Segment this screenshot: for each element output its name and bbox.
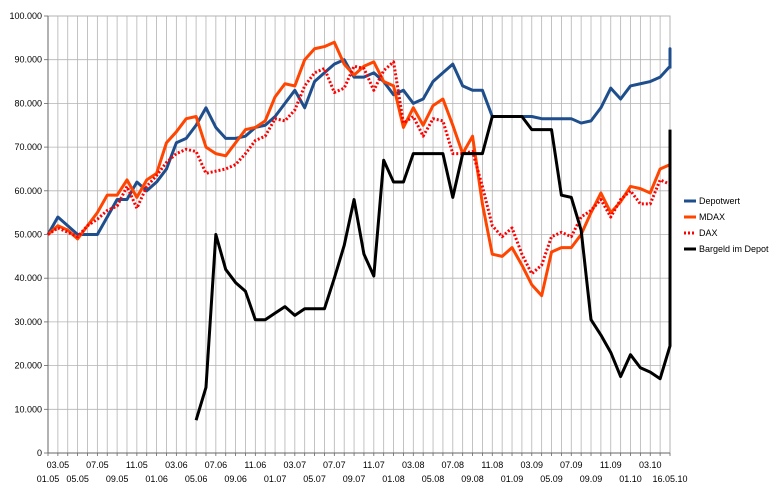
- x-tick-label: 11.09: [600, 460, 622, 470]
- x-tick-label: 07.06: [205, 460, 228, 470]
- y-tick-label: 50.000: [14, 230, 42, 240]
- x-tick-label: 16.05.10: [652, 474, 687, 484]
- series-line-mdax: [47, 40, 672, 298]
- x-tick-label: 07.09: [560, 460, 583, 470]
- x-tick-label: 03.08: [402, 460, 425, 470]
- y-tick-label: 40.000: [14, 273, 42, 283]
- x-tick-label: 11.07: [363, 460, 385, 470]
- y-tick-label: 30.000: [14, 317, 42, 327]
- x-tick-label: 01.07: [264, 474, 287, 484]
- y-tick-label: 100.000: [9, 11, 42, 21]
- legend-label: Bargeld im Depot: [699, 244, 769, 254]
- x-tick-label: 05.05: [66, 474, 89, 484]
- y-tick-label: 70.000: [14, 142, 42, 152]
- series-line-bargeld-im-depot: [194, 115, 672, 421]
- legend-label: DAX: [699, 228, 718, 238]
- x-tick-label: 09.06: [224, 474, 247, 484]
- x-tick-label: 11.05: [126, 460, 148, 470]
- series-line-depotwert: [46, 47, 672, 236]
- y-tick-label: 90.000: [14, 55, 42, 65]
- x-tick-label: 05.07: [303, 474, 326, 484]
- x-tick-label: 11.08: [481, 460, 503, 470]
- x-tick-label: 07.08: [442, 460, 465, 470]
- legend-label: Depotwert: [699, 196, 741, 206]
- x-tick-label: 05.08: [422, 474, 445, 484]
- series-group: [46, 40, 672, 421]
- x-tick-label: 09.05: [106, 474, 129, 484]
- x-tick-label: 11.06: [244, 460, 266, 470]
- x-tick-label: 03.05: [47, 460, 70, 470]
- x-tick-label: 03.07: [284, 460, 307, 470]
- x-tick-label: 03.10: [639, 460, 662, 470]
- x-tick-label: 07.07: [323, 460, 346, 470]
- y-tick-label: 10.000: [14, 404, 42, 414]
- y-tick-label: 60.000: [14, 186, 42, 196]
- x-tick-label: 05.06: [185, 474, 208, 484]
- axes: 0 10.000 20.000 30.000 40.000 50.000 60.000 70.…: [9, 11, 687, 484]
- x-tick-label: 09.08: [461, 474, 484, 484]
- x-tick-label: 03.06: [165, 460, 188, 470]
- x-tick-label: 05.09: [540, 474, 563, 484]
- x-tick-label: 03.09: [521, 460, 544, 470]
- x-tick-label: 09.07: [343, 474, 366, 484]
- y-tick-label: 0: [37, 448, 42, 458]
- grid: [47, 15, 671, 454]
- y-tick-label: 80.000: [14, 98, 42, 108]
- legend: Depotwert MDAX DAX Bargeld im Depot: [684, 196, 769, 254]
- x-tick-label: 01.08: [382, 474, 405, 484]
- y-tick-label: 20.000: [14, 361, 42, 371]
- legend-label: MDAX: [699, 212, 725, 222]
- series-line-dax: [47, 60, 672, 276]
- x-tick-label: 01.05: [37, 474, 60, 484]
- x-tick-label: 01.06: [145, 474, 168, 484]
- x-tick-label: 01.09: [501, 474, 524, 484]
- x-tick-label: 01.10: [619, 474, 642, 484]
- x-tick-label: 07.05: [86, 460, 109, 470]
- x-tick-label: 09.09: [580, 474, 603, 484]
